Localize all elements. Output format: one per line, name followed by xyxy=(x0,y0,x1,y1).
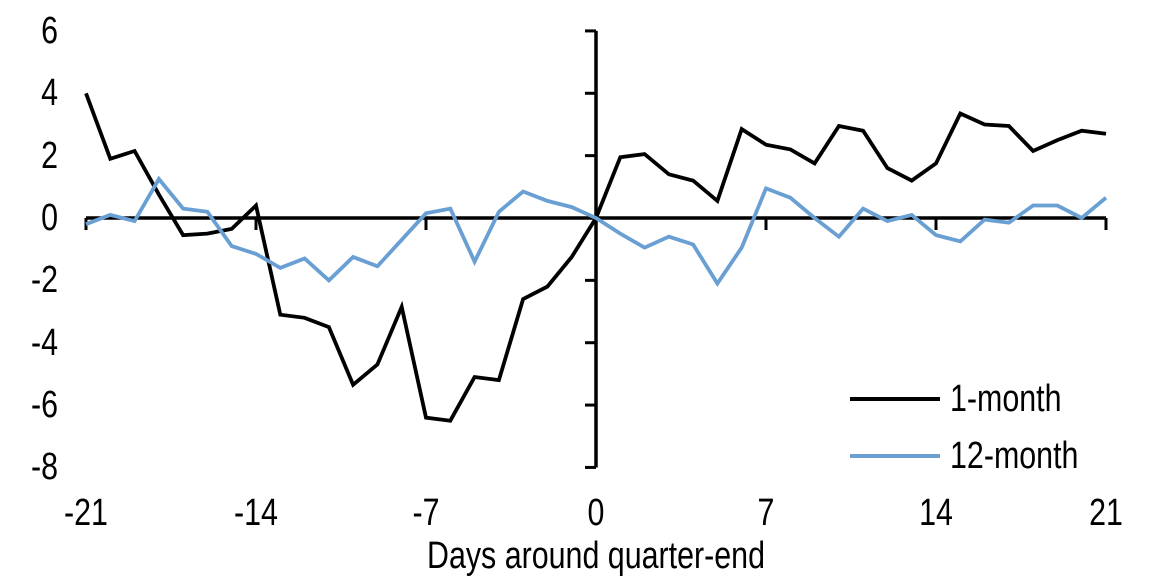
x-tick-label: 7 xyxy=(757,492,775,534)
legend-label-12-month: 12-month xyxy=(950,435,1079,477)
legend-item-12-month: 12-month xyxy=(850,434,1111,478)
x-axis-title: Days around quarter-end xyxy=(427,535,765,577)
y-tick-label: -2 xyxy=(30,259,58,302)
legend-item-1-month: 1-month xyxy=(850,377,1111,421)
legend-line-sample-12-month xyxy=(850,454,940,458)
y-tick-label: 4 xyxy=(41,72,58,115)
y-tick-label: 6 xyxy=(41,9,58,52)
legend: 1-month 12-month xyxy=(850,377,1111,491)
legend-line-sample-1-month xyxy=(850,397,940,401)
legend-label-1-month: 1-month xyxy=(950,378,1062,420)
y-tick-label: 2 xyxy=(41,134,58,177)
series-line-12-month xyxy=(85,175,1108,287)
y-tick-label: -8 xyxy=(30,446,58,489)
x-tick-label: 14 xyxy=(919,492,953,534)
y-tick-label: -4 xyxy=(30,321,58,364)
y-tick-label: 0 xyxy=(41,197,58,239)
y-tick-label: -6 xyxy=(30,384,58,427)
x-tick-label: 0 xyxy=(587,492,605,534)
x-tick-label: -21 xyxy=(64,492,108,534)
x-tick-label: -7 xyxy=(412,492,440,534)
x-tick-label: 21 xyxy=(1089,492,1123,534)
x-tick-label: -14 xyxy=(234,492,278,534)
